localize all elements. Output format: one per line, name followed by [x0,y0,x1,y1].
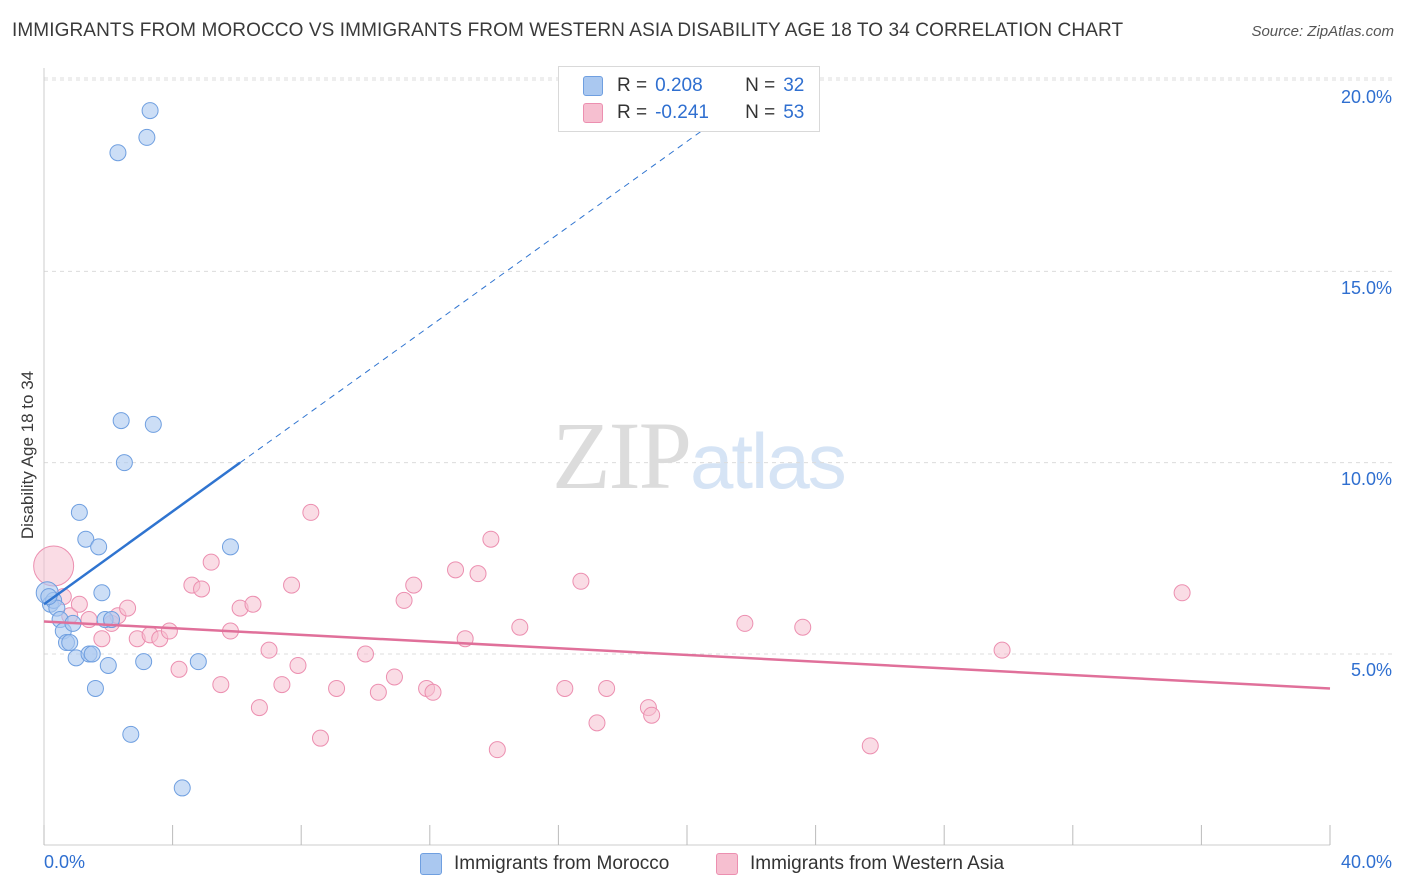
point-western-asia [202,553,220,571]
point-western-asia [794,618,812,636]
trendline-western-asia [43,620,1331,690]
legend-r-value: -0.241 [655,102,709,123]
watermark-atlas: atlas [690,417,847,505]
source-label: Source: ZipAtlas.com [1251,23,1394,40]
point-western-asia [643,706,661,724]
y-tick-10: 10.0% [1340,469,1392,489]
point-morocco [93,584,111,602]
point-morocco [109,144,127,162]
point-western-asia [33,545,75,587]
point-western-asia [260,641,278,659]
point-morocco [40,588,58,606]
point-morocco [141,102,159,120]
legend-n-value: 32 [783,75,805,96]
point-western-asia [993,641,1011,659]
point-western-asia [861,737,879,755]
y-tick-20: 20.0% [1340,87,1392,107]
point-western-asia [588,714,606,732]
x-tick-max: 40.0% [1340,852,1392,872]
point-western-asia [93,630,111,648]
x-tick-min: 0.0% [44,852,86,872]
point-western-asia [119,599,137,617]
chart-title: IMMIGRANTS FROM MOROCCO VS IMMIGRANTS FR… [12,20,1124,41]
point-western-asia [244,595,262,613]
point-western-asia [736,614,754,632]
point-morocco [115,454,133,472]
point-morocco [122,725,140,743]
point-morocco [173,779,191,797]
bottom-legend-morocco: Immigrants from Morocco [420,851,669,877]
point-western-asia [357,645,374,663]
point-western-asia [160,622,178,640]
point-western-asia [289,656,307,674]
point-western-asia [1173,584,1191,602]
legend-r-label: R = [617,75,648,96]
point-morocco [144,415,162,433]
legend-r-label: R = [617,102,648,123]
point-morocco [70,503,88,521]
point-western-asia [488,741,506,759]
legend-n-label: N = [745,102,776,123]
point-morocco [221,538,239,556]
point-morocco [61,634,79,652]
point-western-asia [405,576,423,594]
bottom-legend-swatch-pink [716,853,738,875]
point-western-asia [385,668,403,686]
point-morocco [138,128,156,146]
point-western-asia [70,595,88,613]
point-western-asia [170,660,188,678]
bottom-legend-western-asia: Immigrants from Western Asia [716,851,1004,877]
point-morocco [189,653,207,671]
point-western-asia [302,503,320,521]
point-western-asia [212,676,230,694]
point-morocco [135,653,153,671]
point-western-asia [447,561,465,579]
legend-row-western-asia: R = -0.241 N = 53 [583,101,804,125]
bottom-legend-label-western-asia: Immigrants from Western Asia [750,853,1005,874]
point-morocco [112,412,130,430]
point-western-asia [482,530,500,548]
legend-r-value: 0.208 [655,75,703,96]
legend-swatch-pink [583,103,603,123]
stats-legend: R = 0.208 N = 32 R = -0.241 N = 53 [558,66,820,132]
trendline-morocco [43,461,241,606]
point-western-asia [273,676,291,694]
point-western-asia [511,618,529,636]
point-western-asia [193,580,211,598]
point-morocco [86,679,104,697]
trendline-morocco-extension [239,106,736,464]
point-western-asia [598,679,616,697]
legend-swatch-blue [583,76,603,96]
point-western-asia [556,679,574,697]
point-western-asia [311,729,329,747]
point-western-asia [395,591,413,609]
point-western-asia [250,699,268,717]
point-western-asia [424,683,442,701]
point-western-asia [369,683,387,701]
watermark-zip: ZIP [552,402,692,509]
y-tick-15: 15.0% [1340,278,1392,298]
point-western-asia [328,679,346,697]
bottom-legend-label-morocco: Immigrants from Morocco [454,853,670,874]
point-western-asia [469,565,487,583]
point-morocco [90,538,108,556]
point-western-asia [283,576,301,594]
legend-n-value: 53 [783,102,805,123]
point-morocco [83,645,101,663]
legend-row-morocco: R = 0.208 N = 32 [583,74,804,98]
y-tick-5: 5.0% [1350,660,1392,680]
bottom-legend-swatch-blue [420,853,442,875]
legend-n-label: N = [745,75,776,96]
point-morocco [77,530,95,548]
watermark: ZIPatlas [552,400,847,511]
point-western-asia [572,572,590,590]
point-morocco [99,656,117,674]
